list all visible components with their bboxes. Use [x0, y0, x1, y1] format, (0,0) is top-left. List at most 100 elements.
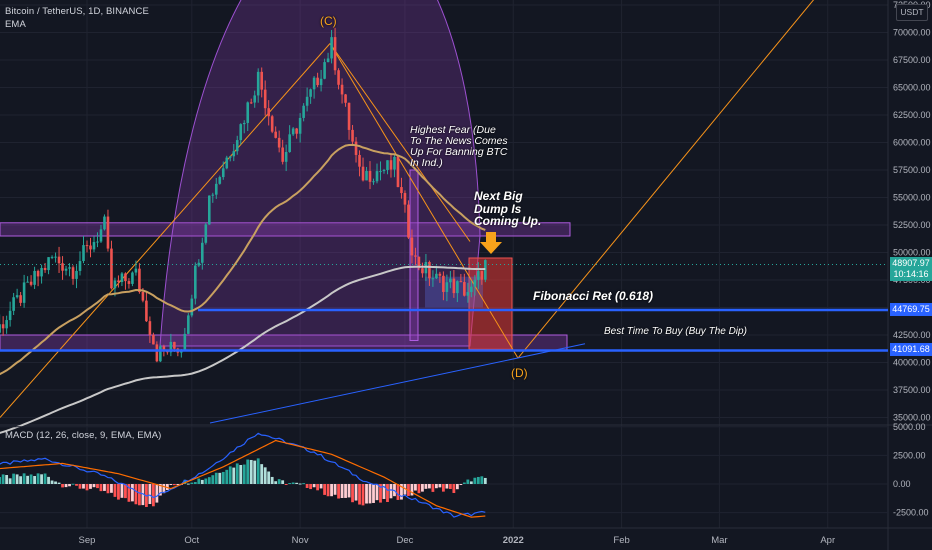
candle-body	[270, 116, 274, 132]
macd-histogram-bar	[64, 484, 68, 488]
candle-body	[207, 195, 211, 225]
macd-histogram-bar	[15, 474, 19, 484]
macd-histogram-bar	[57, 482, 61, 484]
y-tick-label: 42500.00	[893, 330, 931, 340]
inner-trendline	[329, 43, 471, 242]
macd-histogram-bar	[410, 484, 414, 496]
candle-body	[242, 122, 246, 125]
macd-histogram-bar	[110, 484, 113, 493]
macd-histogram-bar	[476, 476, 480, 484]
candle-body	[127, 281, 131, 284]
candle-body	[288, 134, 291, 153]
signal-line	[0, 439, 486, 518]
macd-histogram-bar	[435, 484, 438, 489]
candle-body	[253, 95, 257, 103]
macd-histogram-bar	[162, 484, 166, 494]
rise-trendline	[0, 43, 331, 418]
macd-label[interactable]: MACD (12, 26, close, 9, EMA, EMA)	[5, 430, 162, 441]
candle-body	[5, 320, 8, 329]
macd-histogram-bar	[480, 476, 484, 484]
macd-histogram-bar	[172, 484, 176, 486]
macd-histogram-bar	[176, 484, 180, 485]
macd-histogram-bar	[483, 477, 487, 484]
macd-histogram-bar	[193, 482, 197, 484]
macd-histogram-bar	[131, 484, 134, 502]
candle-body	[211, 194, 215, 196]
dump-note: Next Big Dump Is Coming Up.	[474, 190, 541, 228]
macd-histogram-bar	[50, 480, 54, 484]
candle-body	[312, 77, 316, 90]
candle-body	[47, 257, 50, 271]
candle-body	[382, 169, 386, 172]
macd-histogram-bar	[92, 484, 96, 488]
macd-histogram-bar	[361, 484, 365, 506]
candle-body	[246, 102, 250, 123]
candle-body	[61, 263, 64, 271]
macd-histogram-bar	[99, 484, 103, 492]
candle-body	[64, 268, 68, 271]
currency-badge[interactable]: USDT	[896, 4, 928, 21]
candle-body	[347, 102, 351, 130]
macd-histogram-bar	[127, 484, 131, 502]
fib-level-badge: 44769.75	[890, 303, 932, 316]
macd-histogram-bar	[473, 477, 477, 484]
macd-histogram-bar	[333, 484, 337, 495]
wave-d-label: (D)	[511, 366, 528, 380]
candle-body	[417, 256, 421, 269]
macd-histogram-bar	[270, 476, 274, 484]
x-tick-label: 2022	[503, 535, 524, 546]
arc-pattern	[159, 0, 481, 347]
y-tick-label: 70000.00	[893, 28, 931, 38]
ema-lines	[0, 143, 486, 434]
macd-histogram-bar	[155, 484, 159, 503]
candle-body	[15, 295, 19, 298]
macd-y-tick-label: 0.00	[893, 479, 911, 489]
fear-note-line: To The News Comes	[410, 135, 508, 147]
macd-histogram-bar	[277, 479, 281, 484]
candle-body	[96, 241, 99, 243]
macd-histogram-bar	[138, 484, 141, 506]
candle-body	[22, 282, 26, 303]
macd-histogram-bar	[249, 459, 253, 484]
macd-histogram-bar	[466, 479, 470, 484]
symbol-title[interactable]: Bitcoin / TetherUS, 1D, BINANCE	[5, 6, 149, 17]
candle-body	[117, 280, 120, 283]
macd-histogram-bar	[284, 484, 288, 485]
countdown-badge: 10:14:16	[890, 268, 932, 281]
indicator-label[interactable]: EMA	[5, 19, 26, 30]
upper-zone	[0, 222, 571, 237]
buy-label: Best Time To Buy (Buy The Dip)	[604, 326, 747, 337]
y-tick-label: 52500.00	[893, 220, 931, 230]
macd-y-tick-label: 2500.00	[893, 450, 926, 460]
candle-body	[145, 300, 148, 322]
candle-body	[99, 229, 103, 242]
candle-body	[337, 70, 340, 85]
x-tick-label: Sep	[79, 535, 96, 546]
candle-body	[309, 89, 312, 97]
candle-body	[410, 237, 414, 256]
candle-body	[281, 147, 284, 162]
candle-body	[131, 272, 134, 284]
macd-histogram-bar	[232, 467, 236, 484]
macd-histogram-bar	[344, 484, 347, 498]
macd-histogram-bar	[141, 484, 145, 506]
candle-body	[225, 157, 229, 169]
macd-histogram-bar	[396, 484, 400, 500]
candle-body	[354, 141, 358, 155]
macd-histogram-bar	[246, 459, 250, 484]
macd-pane	[0, 426, 888, 518]
macd-histogram-bar	[319, 484, 323, 489]
drawings	[0, 0, 815, 424]
fear-note-line: Up For Banning BTC	[410, 146, 508, 158]
candle-body	[295, 128, 298, 134]
macd-histogram-bar	[459, 484, 463, 485]
candle-body	[221, 168, 225, 178]
y-tick-label: 50000.00	[893, 248, 931, 258]
macd-y-tick-label: -2500.00	[893, 508, 929, 518]
macd-histogram-bar	[386, 484, 389, 502]
candle-body	[466, 292, 470, 296]
macd-histogram-bar	[260, 464, 264, 484]
candle-body	[228, 156, 232, 158]
